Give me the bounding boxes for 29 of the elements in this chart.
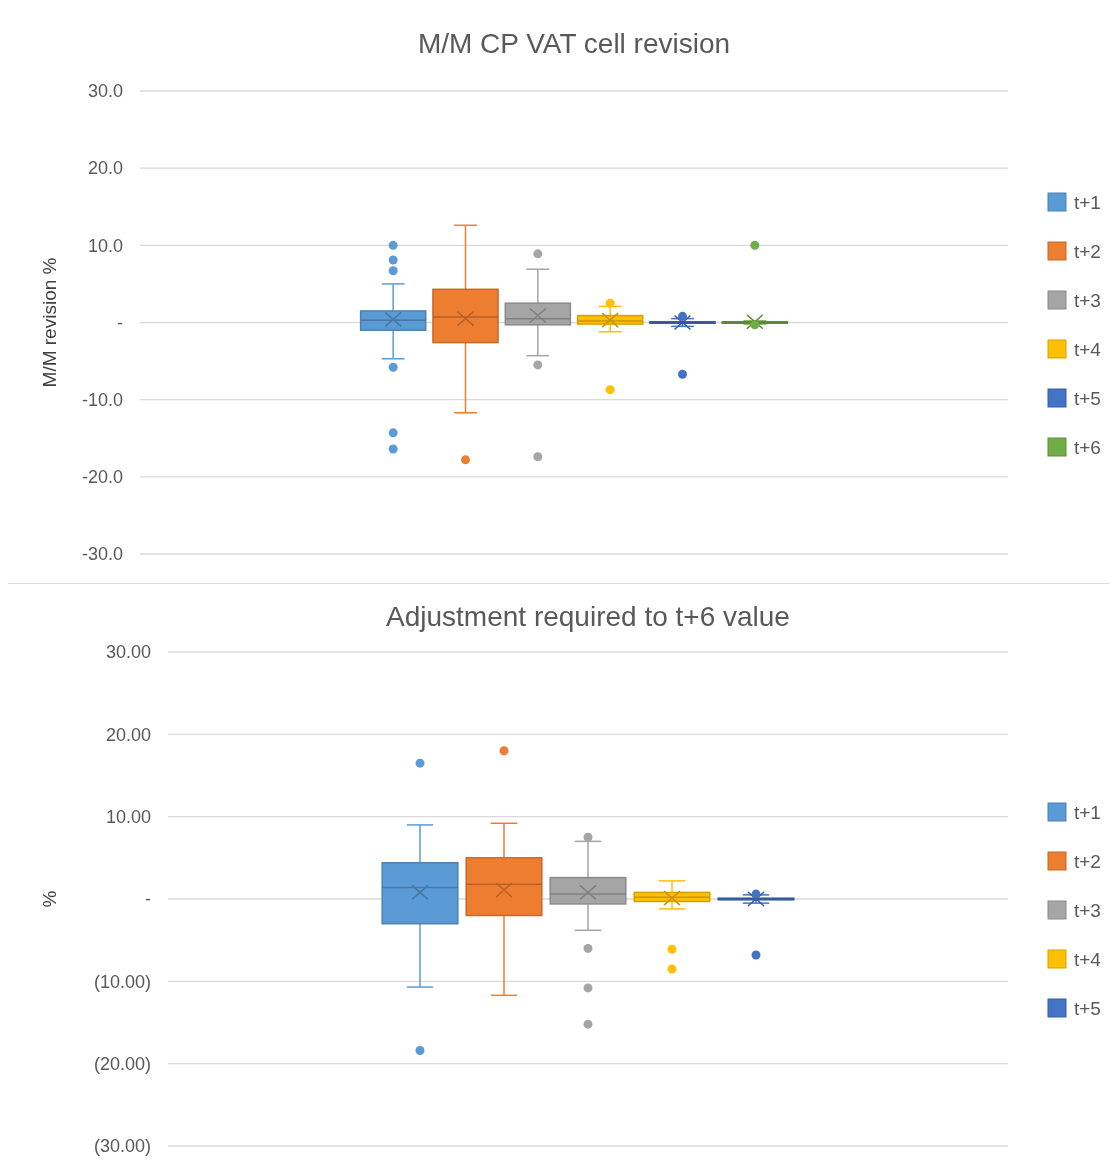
y-tick-label: -20.0	[81, 467, 123, 488]
y-tick-label: 10.0	[87, 235, 123, 256]
legend-label: t+1	[1074, 801, 1101, 823]
y-tick-label: 20.00	[105, 724, 151, 745]
legend-label: t+4	[1074, 948, 1102, 970]
y-tick-label: -	[117, 312, 123, 333]
chart-title: M/M CP VAT cell revision	[417, 28, 731, 59]
y-tick-label: 30.0	[87, 81, 123, 102]
y-axis-title: M/M revision %	[39, 257, 60, 388]
legend-label: t+1	[1074, 191, 1101, 213]
legend-label: t+3	[1074, 899, 1101, 921]
y-tick-label: 20.0	[87, 158, 123, 179]
legend-label: t+5	[1074, 997, 1101, 1019]
legend-label: t+4	[1074, 338, 1102, 360]
y-tick-label: -10.0	[81, 389, 123, 410]
y-tick-label: (10.00)	[93, 971, 151, 992]
legend-label: t+3	[1074, 289, 1101, 311]
legend-label: t+5	[1074, 387, 1101, 409]
y-tick-label: -	[145, 889, 151, 910]
legend-label: t+2	[1074, 240, 1101, 262]
legend-label: t+6	[1074, 436, 1101, 458]
y-tick-label: 10.00	[105, 806, 151, 827]
y-axis-title: %	[39, 890, 60, 908]
y-tick-label: -30.0	[81, 544, 123, 565]
chart-title: Adjustment required to t+6 value	[386, 601, 790, 632]
y-tick-label: (20.00)	[93, 1053, 151, 1074]
y-tick-label: (30.00)	[93, 1136, 151, 1157]
y-tick-label: 30.00	[105, 642, 151, 663]
legend-label: t+2	[1074, 850, 1101, 872]
